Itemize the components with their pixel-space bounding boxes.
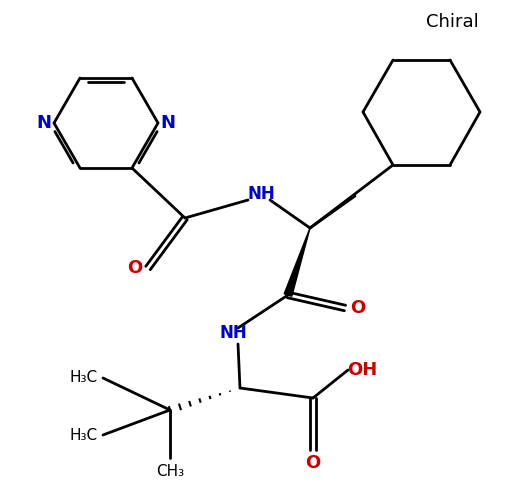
Text: H₃C: H₃C <box>70 371 98 385</box>
Text: O: O <box>305 454 321 472</box>
Text: N: N <box>160 114 176 132</box>
Text: H₃C: H₃C <box>70 428 98 442</box>
Polygon shape <box>284 228 310 296</box>
Text: O: O <box>127 259 143 277</box>
Text: O: O <box>350 299 366 317</box>
Text: N: N <box>36 114 52 132</box>
Text: CH₃: CH₃ <box>156 464 184 480</box>
Text: NH: NH <box>219 324 247 342</box>
Text: OH: OH <box>347 361 377 379</box>
Text: NH: NH <box>247 185 275 203</box>
Text: Chiral: Chiral <box>425 13 478 31</box>
